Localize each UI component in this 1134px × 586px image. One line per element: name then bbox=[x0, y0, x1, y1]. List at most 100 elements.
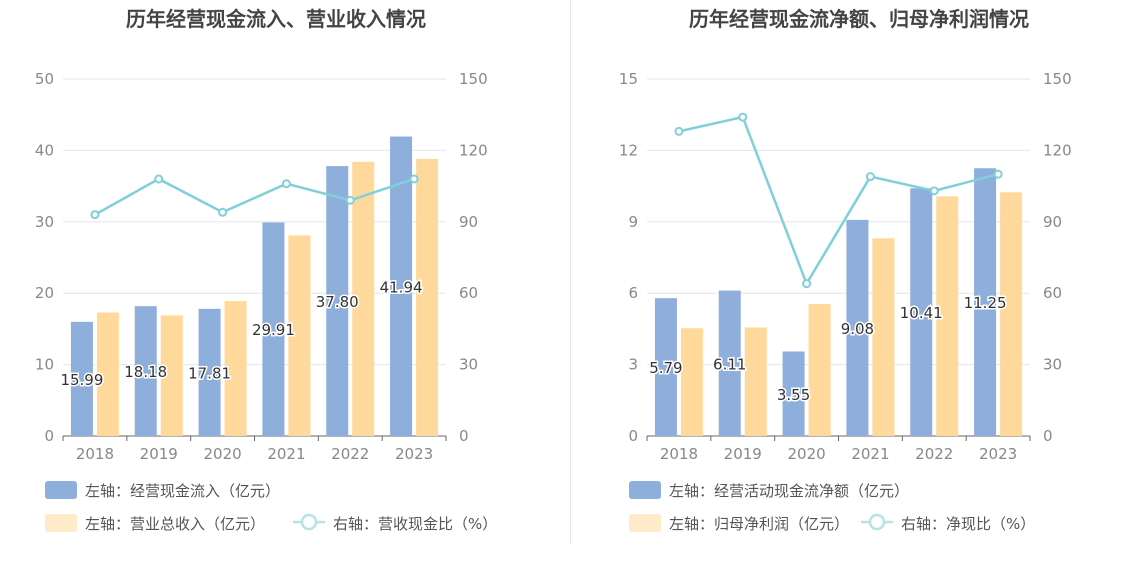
bar-series-1 bbox=[910, 188, 933, 436]
bar-data-label: 9.08 bbox=[841, 320, 874, 338]
bar-series-2 bbox=[872, 238, 895, 436]
chart-panel-right: 历年经营现金流净额、归母净利润情况 0 3 6 9 12 15 0 30 60 90 120 150 20… bbox=[567, 0, 1134, 582]
bar-series-1 bbox=[134, 306, 157, 436]
y-left-tick-label: 0 bbox=[44, 427, 54, 445]
line-series bbox=[94, 177, 415, 216]
chart-title: 历年经营现金流净额、归母净利润情况 bbox=[689, 7, 1029, 31]
bar-series-1 bbox=[974, 168, 997, 436]
line-point bbox=[674, 126, 684, 136]
bar-series-2 bbox=[1000, 192, 1023, 436]
y-left-tick-label: 0 bbox=[628, 427, 638, 445]
y-left-tick-label: 50 bbox=[35, 70, 54, 88]
y-left-tick-label: 9 bbox=[628, 213, 638, 231]
bar-data-label: 6.11 bbox=[713, 355, 746, 373]
line-point bbox=[90, 210, 100, 220]
bar-series-1 bbox=[654, 298, 677, 436]
y-left-tick-label: 15 bbox=[619, 70, 638, 88]
bar-data-label: 10.41 bbox=[900, 304, 943, 322]
bar-series-1 bbox=[70, 321, 93, 436]
bar-series-2 bbox=[224, 301, 247, 436]
bar-series-2 bbox=[680, 328, 703, 436]
bar-data-label: 18.18 bbox=[124, 363, 167, 381]
x-tick-label: 2023 bbox=[979, 445, 1017, 463]
y-left-tick-label: 10 bbox=[35, 356, 54, 374]
x-tick-label: 2021 bbox=[851, 445, 889, 463]
legend-label-series-1: 左轴：经营现金流入（亿元） bbox=[85, 482, 280, 500]
line-point bbox=[154, 174, 164, 184]
chart-title: 历年经营现金流入、营业收入情况 bbox=[126, 7, 426, 31]
x-tick-label: 2022 bbox=[331, 445, 369, 463]
line-point bbox=[929, 186, 939, 196]
x-tick-label: 2021 bbox=[267, 445, 305, 463]
x-tick-label: 2019 bbox=[140, 445, 178, 463]
line-point bbox=[345, 195, 355, 205]
y-right-tick-label: 150 bbox=[1043, 70, 1072, 88]
bar-series-1 bbox=[262, 222, 285, 436]
legend-swatch-series-2 bbox=[629, 514, 661, 532]
bar-series-1 bbox=[326, 166, 349, 436]
bar-series-2 bbox=[744, 327, 767, 436]
bar-series-2 bbox=[352, 161, 375, 436]
y-right-tick-label: 60 bbox=[1043, 284, 1062, 302]
legend-swatch-line-marker bbox=[868, 513, 886, 531]
y-left-tick-label: 3 bbox=[628, 356, 638, 374]
legend-swatch-series-1 bbox=[629, 481, 661, 499]
bar-series-2 bbox=[808, 303, 831, 436]
y-left-tick-label: 20 bbox=[35, 284, 54, 302]
y-right-tick-label: 90 bbox=[459, 213, 478, 231]
line-point bbox=[409, 174, 419, 184]
x-tick-label: 2019 bbox=[724, 445, 762, 463]
legend-label-series-1: 左轴：经营活动现金流净额（亿元） bbox=[669, 482, 909, 500]
legend-swatch-series-1 bbox=[45, 481, 77, 499]
bar-series-2 bbox=[936, 196, 959, 436]
panel-divider bbox=[570, 0, 571, 545]
line-point bbox=[218, 207, 228, 217]
line-point bbox=[738, 112, 748, 122]
x-tick-label: 2018 bbox=[660, 445, 698, 463]
x-tick-label: 2018 bbox=[76, 445, 114, 463]
cashflow-inflow-revenue-chart: 历年经营现金流入、营业收入情况 0 10 20 30 40 50 0 30 60 90 120 150 2… bbox=[35, 7, 497, 533]
bar-series-2 bbox=[96, 312, 119, 436]
y-right-tick-label: 60 bbox=[459, 284, 478, 302]
line-point bbox=[281, 179, 291, 189]
legend-swatch-line-marker bbox=[300, 513, 318, 531]
legend-label-series-2: 左轴：归母净利润（亿元） bbox=[669, 515, 849, 533]
chart-panel-left: 历年经营现金流入、营业收入情况 0 10 20 30 40 50 0 30 60 90 120 150 2… bbox=[0, 0, 567, 582]
bar-data-label: 3.55 bbox=[777, 386, 810, 404]
bar-series-1 bbox=[390, 136, 413, 436]
y-left-tick-label: 6 bbox=[628, 284, 638, 302]
legend-label-series-2: 左轴：营业总收入（亿元） bbox=[85, 515, 265, 533]
y-right-tick-label: 0 bbox=[459, 427, 469, 445]
y-right-tick-label: 120 bbox=[459, 141, 488, 159]
x-tick-label: 2020 bbox=[203, 445, 241, 463]
bar-data-label: 5.79 bbox=[649, 359, 682, 377]
line-point bbox=[865, 172, 875, 182]
legend-label-series-3: 右轴：营收现金比（%） bbox=[333, 515, 497, 533]
y-left-tick-label: 30 bbox=[35, 213, 54, 231]
line-series bbox=[678, 115, 999, 287]
y-left-tick-label: 12 bbox=[619, 141, 638, 159]
y-right-tick-label: 150 bbox=[459, 70, 488, 88]
y-right-tick-label: 120 bbox=[1043, 141, 1072, 159]
bar-data-label: 29.91 bbox=[252, 321, 295, 339]
cashflow-net-profit-chart: 历年经营现金流净额、归母净利润情况03691215030609012015020… bbox=[619, 7, 1072, 533]
bar-series-2 bbox=[160, 315, 183, 436]
bar-series-1 bbox=[782, 351, 805, 436]
bar-data-label: 37.80 bbox=[316, 293, 359, 311]
bar-series-1 bbox=[846, 219, 869, 436]
bar-data-label: 15.99 bbox=[60, 371, 103, 389]
bar-data-label: 41.94 bbox=[380, 278, 423, 296]
bar-data-label: 11.25 bbox=[964, 294, 1007, 312]
y-right-tick-label: 30 bbox=[1043, 356, 1062, 374]
y-right-tick-label: 90 bbox=[1043, 213, 1062, 231]
line-point bbox=[993, 169, 1003, 179]
bar-series-1 bbox=[198, 308, 221, 436]
bar-series-2 bbox=[416, 158, 439, 436]
legend-swatch-series-2 bbox=[45, 514, 77, 532]
bar-series-2 bbox=[288, 235, 311, 436]
bar-series-1 bbox=[718, 290, 741, 436]
x-tick-label: 2020 bbox=[787, 445, 825, 463]
x-tick-label: 2022 bbox=[915, 445, 953, 463]
legend-label-series-3: 右轴：净现比（%） bbox=[901, 515, 1035, 533]
bar-data-label: 17.81 bbox=[188, 364, 231, 382]
